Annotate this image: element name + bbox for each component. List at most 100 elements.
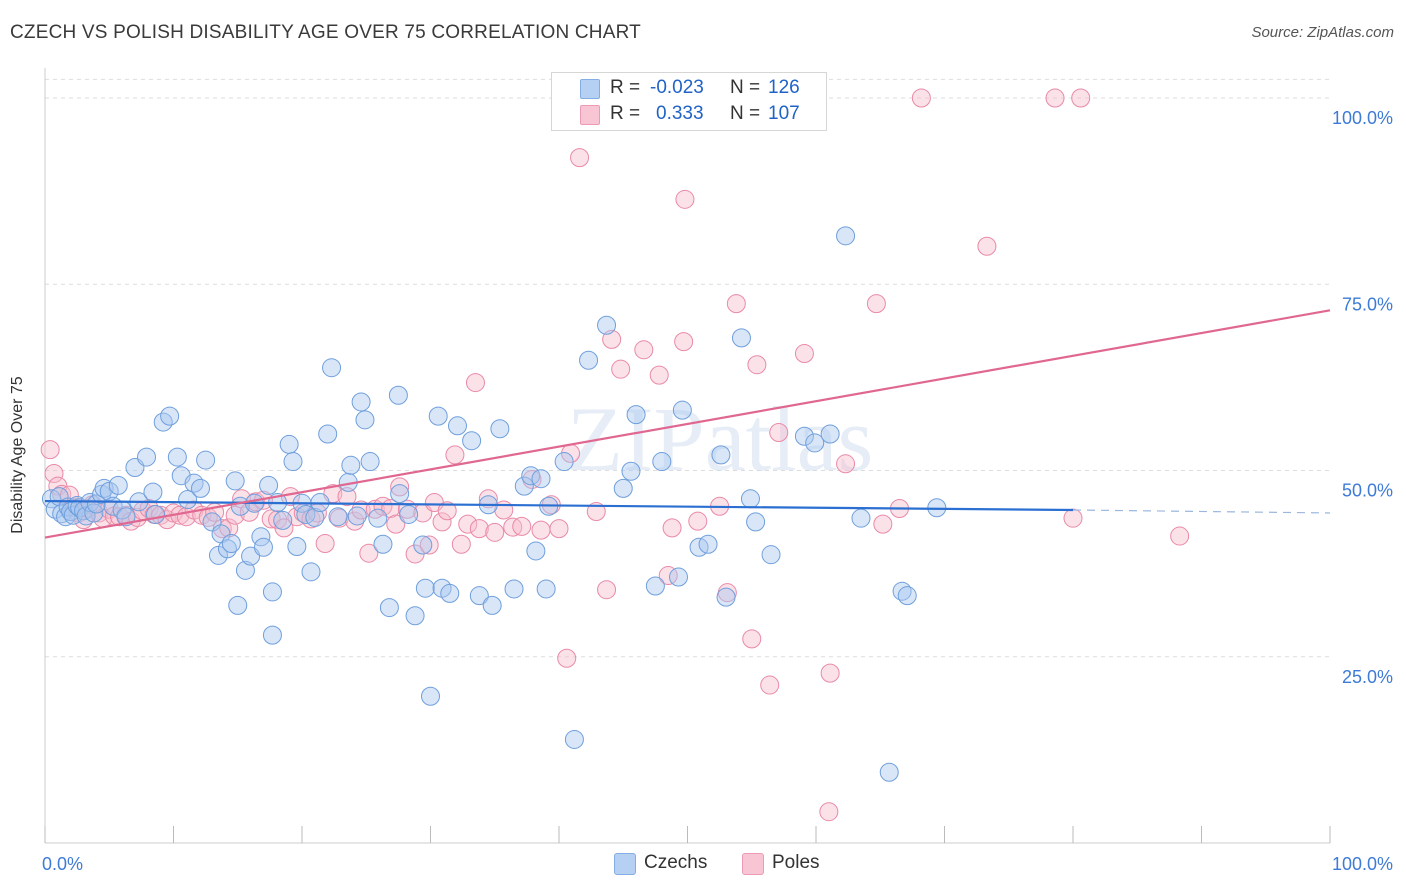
- poles-point: [819, 802, 839, 822]
- czechs-point: [143, 482, 163, 502]
- poles-point: [602, 329, 622, 349]
- czechs-point: [413, 535, 433, 555]
- poles-point: [866, 294, 886, 314]
- x-axis-ticks: [44, 826, 1331, 843]
- czechs-point: [41, 489, 61, 509]
- czechs-point: [820, 424, 840, 444]
- correlation-stats-box: R = -0.023 N = 126 R = 0.333 N = 107: [551, 72, 827, 131]
- czechs-point: [221, 534, 241, 554]
- poles-point: [611, 359, 631, 379]
- poles-point: [44, 463, 64, 483]
- czechs-point: [360, 452, 380, 472]
- r-value: -0.023: [650, 77, 704, 98]
- czechs-point: [669, 567, 689, 587]
- poles-point: [1071, 88, 1091, 108]
- poles-point: [315, 534, 335, 554]
- legend-label-poles: Poles: [772, 852, 820, 873]
- czechs-point: [428, 406, 448, 426]
- czechs-point: [190, 478, 210, 498]
- czechs-point: [225, 471, 245, 491]
- r-label: R =: [610, 103, 641, 124]
- r-label: R =: [610, 77, 641, 98]
- czechs-point: [108, 475, 128, 495]
- czechs-point: [405, 606, 425, 626]
- poles-point: [662, 518, 682, 538]
- czechs-point: [597, 315, 617, 335]
- czechs-point: [794, 426, 814, 446]
- czechs-point: [879, 762, 899, 782]
- poles-point: [274, 518, 294, 538]
- poles-point: [873, 514, 893, 534]
- poles-point: [549, 519, 569, 539]
- czechs-point: [415, 578, 435, 598]
- czechs-point: [613, 478, 633, 498]
- czechs-swatch: [614, 853, 636, 875]
- czechs-point: [447, 416, 467, 436]
- n-label: N =: [730, 77, 761, 98]
- czechs-point: [514, 476, 534, 496]
- czechs-point: [388, 385, 408, 405]
- poles-point: [1170, 526, 1190, 546]
- czechs-point: [805, 433, 825, 453]
- czechs-point: [178, 490, 198, 510]
- poles-point: [478, 489, 498, 509]
- czechs-point: [347, 506, 367, 526]
- czechs-point: [716, 587, 736, 607]
- czechs-point: [368, 508, 388, 528]
- czechs-point: [94, 478, 114, 498]
- czechs-point: [160, 406, 180, 426]
- czechs-point: [328, 507, 348, 527]
- czechs-point: [645, 576, 665, 596]
- czechs-point: [564, 729, 584, 749]
- czechs-point: [579, 350, 599, 370]
- poles-point: [458, 514, 478, 534]
- poles-point: [451, 534, 471, 554]
- poles-point: [570, 148, 590, 168]
- n-label: N =: [730, 103, 761, 124]
- x-tick-label: 0.0%: [42, 854, 83, 874]
- czechs-point: [698, 534, 718, 554]
- czechs-point: [86, 494, 106, 514]
- poles-swatch: [580, 105, 600, 125]
- y-tick-label: 75.0%: [1342, 294, 1393, 314]
- y-tick-labels: 25.0% 50.0% 75.0% 100.0%: [1332, 108, 1393, 687]
- czechs-point: [672, 400, 692, 420]
- poles-point: [390, 477, 410, 497]
- poles-point: [1063, 508, 1083, 528]
- czechs-point: [746, 512, 766, 532]
- czechs-point: [228, 595, 248, 615]
- poles-point: [674, 332, 694, 352]
- czechs-trend-extension: [1072, 509, 1331, 514]
- poles-point: [219, 518, 239, 538]
- czechs-point: [341, 455, 361, 475]
- poles-point: [557, 648, 577, 668]
- czechs-point: [137, 447, 157, 467]
- czechs-point: [262, 582, 282, 602]
- czechs-point: [731, 328, 751, 348]
- poles-point: [432, 512, 452, 532]
- poles-point: [836, 454, 856, 474]
- poles-point: [225, 505, 245, 525]
- poles-point: [649, 365, 669, 385]
- czechs-point: [490, 419, 510, 439]
- czechs-point: [259, 475, 279, 495]
- czechs-point: [379, 598, 399, 618]
- stats-row-poles: R = 0.333 N = 107: [552, 101, 826, 127]
- czechs-point: [482, 595, 502, 615]
- poles-point: [419, 535, 439, 555]
- czechs-point: [421, 686, 440, 706]
- czechs-point: [526, 541, 546, 561]
- poles-point: [794, 344, 814, 364]
- n-value: 126: [768, 77, 800, 98]
- poles-point: [359, 543, 379, 563]
- czechs-point: [836, 226, 856, 246]
- czechs-point: [217, 539, 237, 559]
- poles-point: [634, 340, 654, 360]
- czechs-point: [287, 536, 307, 556]
- czechs-point: [531, 469, 551, 489]
- czechs-point: [440, 583, 460, 603]
- y-tick-label: 25.0%: [1342, 667, 1393, 687]
- czechs-point: [116, 507, 136, 527]
- poles-point: [1045, 88, 1065, 108]
- czechs-point: [196, 450, 216, 470]
